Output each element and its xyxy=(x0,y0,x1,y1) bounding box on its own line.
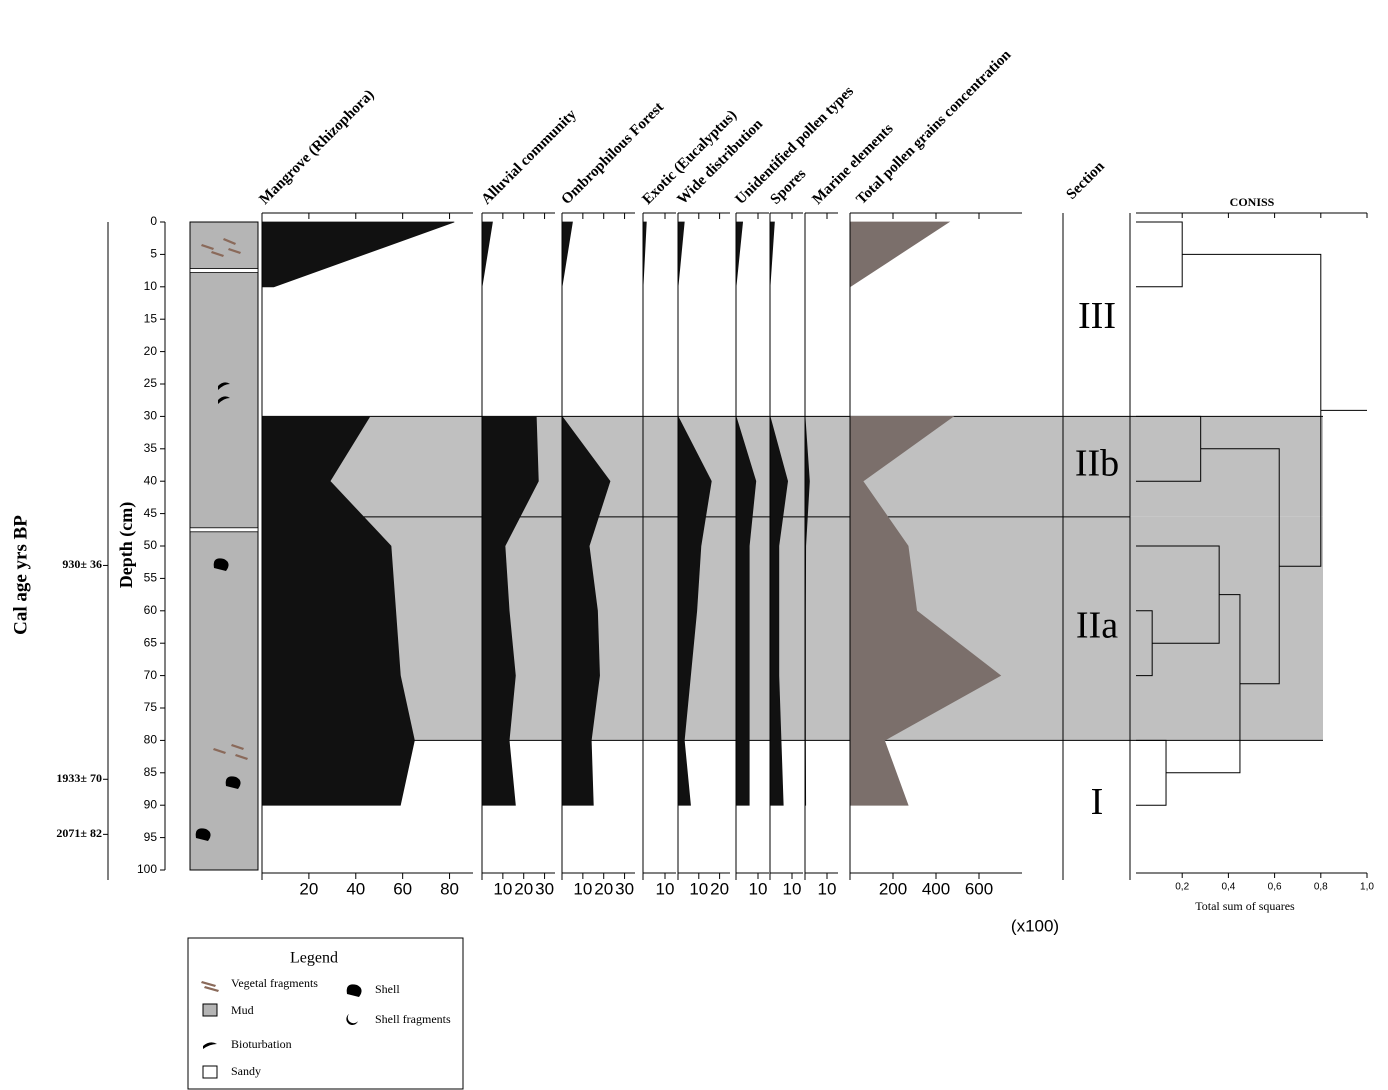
age-axis-title: Cal age yrs BP xyxy=(10,515,31,635)
y-tick-label: 60 xyxy=(144,603,158,617)
x-tick-label: 10 xyxy=(818,879,837,898)
legend-label: Vegetal fragments xyxy=(231,976,318,990)
lithology-break xyxy=(189,268,259,274)
x-tick-label: 600 xyxy=(965,879,993,898)
dendrogram-link xyxy=(1136,221,1183,288)
legend-box xyxy=(187,937,464,1090)
legend-icon xyxy=(201,981,219,992)
legend-label: Sandy xyxy=(231,1064,261,1078)
x-tick-label: 10 xyxy=(783,879,802,898)
unit-note: (x100) xyxy=(1011,916,1059,935)
y-tick-label: 50 xyxy=(144,538,158,552)
x-tick-label: 20 xyxy=(594,879,613,898)
panel-title: Mangrove (Rhizophora) xyxy=(257,87,378,208)
y-tick-label: 65 xyxy=(144,635,158,649)
zone-label: III xyxy=(1078,295,1116,337)
x-tick-label: 0,8 xyxy=(1314,882,1328,893)
y-tick-label: 80 xyxy=(144,733,158,747)
y-tick-label: 35 xyxy=(144,441,158,455)
x-tick-label: 400 xyxy=(922,879,950,898)
age-label: 1933± 70 xyxy=(56,771,102,785)
legend-icon xyxy=(202,1065,218,1079)
y-tick-label: 30 xyxy=(144,409,158,423)
y-tick-label: 0 xyxy=(150,214,157,228)
legend-label: Bioturbation xyxy=(231,1037,292,1051)
x-tick-label: 40 xyxy=(346,879,365,898)
dendrogram-link xyxy=(1136,739,1167,806)
legend-title: Legend xyxy=(290,950,338,967)
age-label: 2071± 82 xyxy=(56,826,102,840)
coniss-xlabel: Total sum of squares xyxy=(1195,899,1295,913)
vegetal-symbols xyxy=(201,238,248,760)
lithology-break xyxy=(189,527,259,533)
y-tick-label: 100 xyxy=(137,862,157,876)
x-tick-label: 10 xyxy=(656,879,675,898)
x-tick-label: 10 xyxy=(573,879,592,898)
x-tick-label: 1,0 xyxy=(1360,882,1374,893)
legend: Legend Vegetal fragments Mud Bioturbatio… xyxy=(187,937,464,1090)
legend-icon xyxy=(346,1014,358,1025)
y-tick-label: 95 xyxy=(144,830,158,844)
mud-column xyxy=(189,221,259,871)
y-tick-label: 55 xyxy=(144,571,158,585)
x-tick-label: 0,2 xyxy=(1175,882,1189,893)
age-label: 930± 36 xyxy=(62,557,102,571)
y-tick-label: 85 xyxy=(144,765,158,779)
y-tick-label: 20 xyxy=(144,344,158,358)
y-tick-label: 70 xyxy=(144,668,158,682)
vegetal-fragments xyxy=(213,744,248,760)
zone-label: I xyxy=(1091,781,1104,823)
x-tick-label: 10 xyxy=(749,879,768,898)
x-tick-label: 20 xyxy=(299,879,318,898)
x-tick-label: 80 xyxy=(440,879,459,898)
y-tick-label: 40 xyxy=(144,473,158,487)
zone-band xyxy=(262,416,1323,517)
legend-label: Shell xyxy=(375,982,400,996)
shell xyxy=(225,776,241,789)
x-tick-label: 20 xyxy=(514,879,533,898)
y-tick-label: 5 xyxy=(150,247,157,261)
panel-title: Marine elements xyxy=(810,121,897,208)
zone-band xyxy=(262,516,1323,741)
legend-label: Shell fragments xyxy=(375,1012,451,1026)
x-tick-label: 10 xyxy=(689,879,708,898)
y-tick-label: 75 xyxy=(144,700,158,714)
zone-label: IIb xyxy=(1075,442,1119,484)
coniss-title: CONISS xyxy=(1230,195,1275,209)
bioturbation xyxy=(218,382,230,404)
y-tick-label: 15 xyxy=(144,311,158,325)
x-tick-label: 20 xyxy=(710,879,729,898)
x-tick-label: 10 xyxy=(493,879,512,898)
lithology-column xyxy=(189,221,259,871)
y-tick-label: 25 xyxy=(144,376,158,390)
x-tick-label: 30 xyxy=(535,879,554,898)
x-tick-label: 30 xyxy=(615,879,634,898)
x-tick-label: 60 xyxy=(393,879,412,898)
zone-label: IIa xyxy=(1076,604,1118,646)
x-tick-label: 0,6 xyxy=(1268,882,1282,893)
vegetal-fragments xyxy=(201,238,241,257)
x-tick-label: 200 xyxy=(879,879,907,898)
y-tick-label: 45 xyxy=(144,506,158,520)
shell-symbols xyxy=(195,382,248,841)
legend-icon xyxy=(202,1003,218,1017)
background-layer xyxy=(262,416,1323,741)
shell xyxy=(195,828,211,841)
y-tick-label: 10 xyxy=(144,279,158,293)
legend-icon xyxy=(203,1042,217,1049)
y-tick-label: 90 xyxy=(144,797,158,811)
legend-label: Mud xyxy=(231,1003,254,1017)
shell xyxy=(213,558,229,571)
x-tick-label: 0,4 xyxy=(1221,882,1235,893)
depth-axis-title: Depth (cm) xyxy=(116,502,137,588)
section-title: Section xyxy=(1064,158,1109,203)
legend-icon xyxy=(346,984,362,997)
